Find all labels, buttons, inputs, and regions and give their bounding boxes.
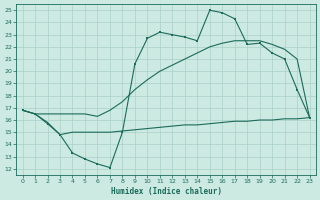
X-axis label: Humidex (Indice chaleur): Humidex (Indice chaleur) bbox=[111, 187, 221, 196]
